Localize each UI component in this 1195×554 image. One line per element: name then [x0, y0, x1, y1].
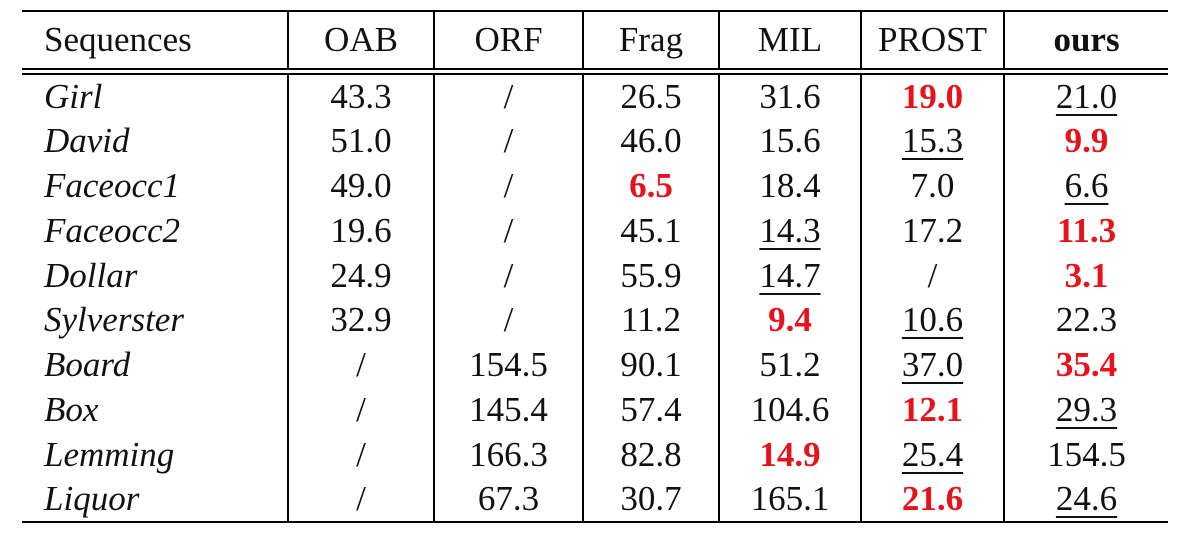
cell-mil: 14.3: [759, 210, 821, 250]
cell-ours: 3.1: [1064, 255, 1109, 295]
cell-prost: /: [927, 255, 938, 295]
header-mil: MIL: [718, 11, 861, 69]
table-row: David 51.0 / 46.0 15.6 15.3 9.9: [22, 118, 1168, 164]
cell-oab: /: [356, 389, 366, 429]
cell-frag: 82.8: [620, 434, 682, 474]
cell-mil: 9.4: [768, 300, 812, 340]
cell-ours: 35.4: [1055, 345, 1118, 385]
cell-prost: 21.6: [901, 479, 964, 519]
cell-ours: 11.3: [1056, 210, 1117, 250]
cell-orf: /: [503, 165, 514, 205]
cell-oab: 24.9: [330, 255, 392, 295]
table-row: Box / 145.4 57.4 104.6 12.1 29.3: [22, 387, 1168, 433]
table-body: Girl 43.3 / 26.5 31.6 19.0 21.0 David 51.0 / 46.0 1…: [22, 74, 1168, 523]
results-table: Sequences OAB ORF Frag MIL PROST ours Gi…: [22, 10, 1168, 523]
sequence-name: Faceocc2: [44, 210, 181, 250]
sequence-name: Faceocc1: [44, 165, 181, 205]
sequence-name: Dollar: [44, 255, 138, 295]
cell-mil: 14.9: [759, 434, 821, 474]
header-frag: Frag: [582, 11, 719, 69]
cell-ours: 6.6: [1064, 165, 1109, 205]
table-row: Faceocc2 19.6 / 45.1 14.3 17.2 11.3: [22, 208, 1168, 254]
cell-prost: 37.0: [901, 345, 964, 385]
table-row: Girl 43.3 / 26.5 31.6 19.0 21.0: [22, 74, 1168, 119]
cell-ours: 154.5: [1047, 434, 1126, 474]
cell-mil: 18.4: [759, 165, 821, 205]
table-row: Liquor / 67.3 30.7 165.1 21.6 24.6: [22, 477, 1168, 523]
cell-orf: 67.3: [477, 479, 540, 519]
cell-oab: /: [356, 345, 366, 385]
cell-mil: 31.6: [759, 76, 821, 116]
cell-ours: 22.3: [1055, 300, 1118, 340]
cell-prost: 25.4: [901, 434, 964, 474]
cell-orf: 154.5: [469, 345, 548, 385]
header-ours: ours: [1003, 11, 1168, 69]
cell-mil: 51.2: [759, 345, 821, 385]
double-rule: [22, 68, 1168, 75]
sequence-name: Lemming: [44, 434, 175, 474]
cell-prost: 19.0: [901, 76, 964, 116]
header-sequences: Sequences: [44, 20, 192, 59]
cell-ours: 9.9: [1064, 121, 1109, 161]
cell-oab: /: [356, 479, 366, 519]
cell-orf: /: [503, 255, 514, 295]
cell-frag: 55.9: [620, 255, 682, 295]
header-prost: PROST: [860, 11, 1004, 69]
cell-orf: 145.4: [469, 389, 548, 429]
cell-orf: /: [503, 76, 514, 116]
sequence-name: Board: [44, 345, 131, 385]
cell-frag: 57.4: [620, 389, 682, 429]
cell-mil: 165.1: [750, 479, 830, 519]
header-oab: OAB: [287, 11, 434, 69]
cell-oab: 43.3: [330, 76, 392, 116]
cell-frag: 30.7: [620, 479, 682, 519]
cell-prost: 15.3: [901, 121, 964, 161]
header-orf: ORF: [433, 11, 583, 69]
sequence-name: Sylverster: [44, 300, 184, 340]
sequence-name: David: [44, 121, 130, 161]
table-row: Faceocc1 49.0 / 6.5 18.4 7.0 6.6: [22, 163, 1168, 209]
cell-orf: /: [503, 121, 514, 161]
cell-mil: 15.6: [759, 121, 821, 161]
table-row: Sylverster 32.9 / 11.2 9.4 10.6 22.3: [22, 297, 1168, 343]
cell-orf: /: [503, 300, 514, 340]
cell-ours: 29.3: [1055, 389, 1118, 429]
cell-oab: /: [356, 434, 366, 474]
cell-frag: 46.0: [620, 121, 682, 161]
cell-prost: 12.1: [901, 389, 964, 429]
cell-frag: 45.1: [620, 210, 682, 250]
cell-mil: 14.7: [759, 255, 821, 295]
cell-oab: 49.0: [330, 165, 392, 205]
cell-mil: 104.6: [750, 389, 830, 429]
cell-ours: 24.6: [1055, 479, 1118, 519]
cell-prost: 7.0: [910, 165, 955, 205]
cell-frag: 6.5: [629, 165, 673, 205]
cell-frag: 26.5: [620, 76, 682, 116]
cell-ours: 21.0: [1055, 76, 1118, 116]
table-row: Lemming / 166.3 82.8 14.9 25.4 154.5: [22, 432, 1168, 478]
cell-oab: 51.0: [330, 121, 392, 161]
cell-orf: /: [503, 210, 514, 250]
sequence-name: Girl: [44, 76, 103, 116]
sequence-name: Liquor: [22, 477, 288, 523]
cell-prost: 10.6: [901, 300, 964, 340]
cell-prost: 17.2: [901, 210, 964, 250]
cell-frag: 11.2: [621, 300, 681, 340]
cell-oab: 32.9: [330, 300, 392, 340]
sequence-name: Box: [44, 389, 99, 429]
cell-orf: 166.3: [469, 434, 548, 474]
table-row: Board / 154.5 90.1 51.2 37.0 35.4: [22, 342, 1168, 388]
cell-frag: 90.1: [620, 345, 682, 385]
table-row: Dollar 24.9 / 55.9 14.7 / 3.1: [22, 253, 1168, 298]
header-row: Sequences OAB ORF Frag MIL PROST ours: [22, 11, 1168, 69]
cell-oab: 19.6: [330, 210, 392, 250]
